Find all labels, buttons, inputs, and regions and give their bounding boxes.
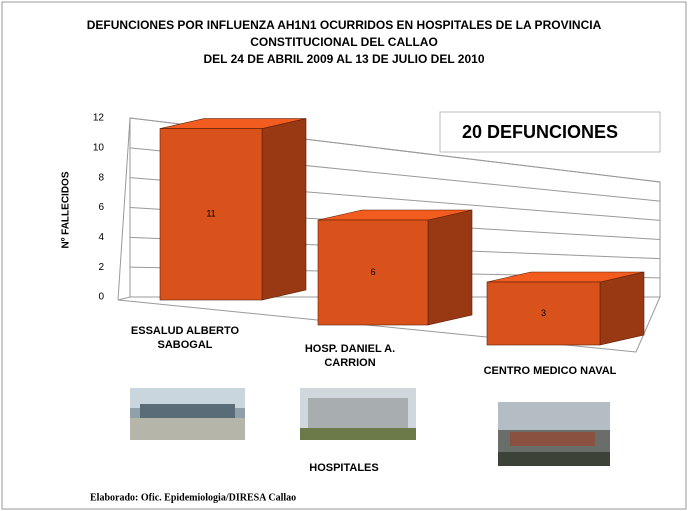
x-axis-label: HOSPITALES [309,462,378,474]
bar-side [599,271,645,346]
y-tick-label: 2 [98,262,104,273]
bar-side [427,209,473,326]
footer: Elaborado: Ofic. Epidemiologia/DIRESA Ca… [90,492,296,503]
bar [317,219,429,326]
bar [486,281,601,346]
bar [159,128,263,301]
photo [300,428,416,440]
y-tick-label: 12 [93,113,105,124]
annotation: 20 DEFUNCIONES [462,122,618,142]
y-tick-label: 0 [98,292,104,303]
y-tick-label: 8 [98,172,104,183]
title-line: CONSTITUCIONAL DEL CALLAO [250,35,438,49]
photo [130,388,245,408]
x-tick-label: HOSP. DANIEL A. CARRION [304,343,396,369]
y-tick-label: 6 [98,202,104,213]
y-tick-label: 10 [93,142,105,153]
photo [510,432,595,446]
photo [140,404,235,418]
photo [308,398,408,428]
photo [498,452,610,466]
data-label: 11 [206,209,215,219]
photo [130,418,245,440]
title-line: DEFUNCIONES POR INFLUENZA AH1N1 OCURRIDO… [87,18,602,32]
x-tick-label: ESSALUD ALBERTO SABOGAL [130,325,240,351]
photos [130,388,610,466]
annotation-box [439,111,661,153]
bar-side [261,118,307,301]
title-line: DEL 24 DE ABRIL 2009 AL 13 DE JULIO DEL … [203,52,484,66]
photo [498,402,610,430]
x-tick-label: CENTRO MEDICO NAVAL [483,365,617,377]
side-wall [117,117,131,301]
data-label: 6 [370,267,375,277]
y-tick-label: 4 [98,232,104,243]
data-label: 3 [541,308,546,318]
y-axis-label: Nº FALLECIDOS [61,171,72,248]
